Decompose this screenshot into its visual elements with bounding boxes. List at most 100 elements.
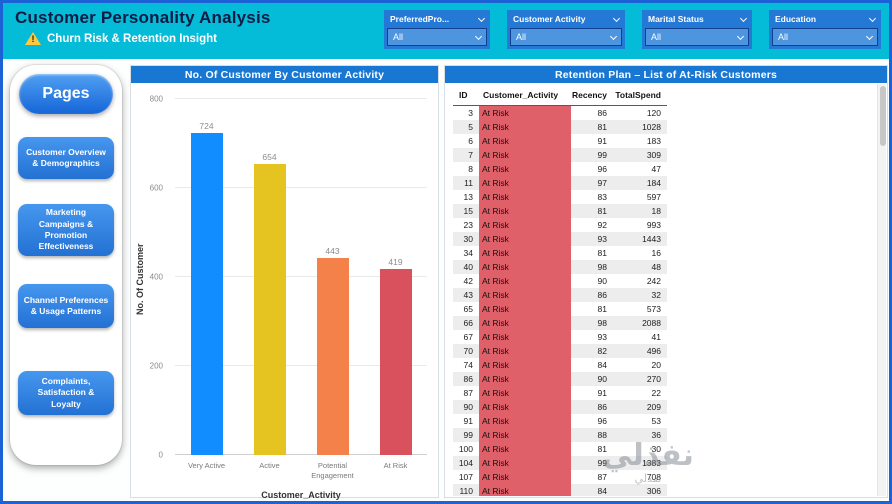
slicer-dropdown[interactable]: All xyxy=(510,28,622,46)
table-row[interactable]: 15 At Risk 81 18 xyxy=(453,204,667,218)
bar-active[interactable] xyxy=(253,163,286,455)
table-scrollbar[interactable] xyxy=(877,84,886,496)
column-header-id[interactable]: ID xyxy=(459,90,468,100)
cell-customer-activity: At Risk xyxy=(479,190,571,204)
table-header-row: ID Customer_Activity Recency TotalSpend xyxy=(453,89,667,106)
cell-totalspend: 496 xyxy=(646,346,661,356)
slicer-header[interactable]: Customer Activity xyxy=(510,12,622,28)
cell-totalspend: 30 xyxy=(651,444,661,454)
x-tick-label: Potential Engagement xyxy=(311,461,354,480)
table-row[interactable]: 23 At Risk 92 993 xyxy=(453,218,667,232)
sidebar-item-customer-overview[interactable]: Customer Overview & Demographics xyxy=(18,137,114,179)
slicer-header[interactable]: PreferredPro... xyxy=(387,12,487,28)
table-row[interactable]: 70 At Risk 82 496 xyxy=(453,344,667,358)
slicer-dropdown[interactable]: All xyxy=(387,28,487,46)
x-tick-label: Very Active xyxy=(187,461,226,470)
table-row[interactable]: 100 At Risk 81 30 xyxy=(453,442,667,456)
status-badge: At Risk xyxy=(479,414,571,428)
y-tick-label: 200 xyxy=(149,361,163,371)
table-row[interactable]: 104 At Risk 99 1383 xyxy=(453,456,667,470)
status-badge: At Risk xyxy=(479,106,571,120)
cell-recency: 84 xyxy=(597,486,607,496)
y-tick-label: 800 xyxy=(149,94,163,104)
chevron-down-icon xyxy=(612,14,621,22)
cell-customer-activity: At Risk xyxy=(479,456,571,470)
table-row[interactable]: 90 At Risk 86 209 xyxy=(453,400,667,414)
bar-group: 419 xyxy=(364,99,427,455)
table-row[interactable]: 42 At Risk 90 242 xyxy=(453,274,667,288)
x-axis: Very Active Active Potential Engagement At … xyxy=(175,461,427,481)
table-row[interactable]: 5 At Risk 81 1028 xyxy=(453,120,667,134)
cell-recency: 99 xyxy=(597,458,607,468)
table-row[interactable]: 34 At Risk 81 16 xyxy=(453,246,667,260)
cell-recency: 82 xyxy=(597,346,607,356)
slicer-label: Education xyxy=(775,14,817,24)
table-row[interactable]: 65 At Risk 81 573 xyxy=(453,302,667,316)
cell-recency: 92 xyxy=(597,220,607,230)
bar-very-active[interactable] xyxy=(190,132,223,455)
chevron-down-icon xyxy=(868,14,877,22)
table-row[interactable]: 91 At Risk 96 53 xyxy=(453,414,667,428)
table-row[interactable]: 6 At Risk 91 183 xyxy=(453,134,667,148)
column-header-totalspend[interactable]: TotalSpend xyxy=(615,90,661,100)
table-row[interactable]: 40 At Risk 98 48 xyxy=(453,260,667,274)
cell-customer-activity: At Risk xyxy=(479,302,571,316)
cell-customer-activity: At Risk xyxy=(479,442,571,456)
scrollbar-thumb[interactable] xyxy=(879,86,886,146)
slicer-dropdown[interactable]: All xyxy=(645,28,749,46)
cell-id: 70 xyxy=(463,346,473,356)
column-header-customer-activity[interactable]: Customer_Activity xyxy=(483,90,559,100)
sidebar-item-marketing-campaigns[interactable]: Marketing Campaigns & Promotion Effectiv… xyxy=(18,204,114,256)
bar-potential-engagement[interactable] xyxy=(316,257,349,455)
table-row[interactable]: 11 At Risk 97 184 xyxy=(453,176,667,190)
table-row[interactable]: 3 At Risk 86 120 xyxy=(453,106,667,120)
table-row[interactable]: 67 At Risk 93 41 xyxy=(453,330,667,344)
table-row[interactable]: 30 At Risk 93 1443 xyxy=(453,232,667,246)
table-row[interactable]: 74 At Risk 84 20 xyxy=(453,358,667,372)
chevron-down-icon xyxy=(865,32,874,40)
status-badge: At Risk xyxy=(479,372,571,386)
cell-totalspend: 1443 xyxy=(642,234,661,244)
slicer-label: PreferredPro... xyxy=(390,14,450,24)
chevron-down-icon xyxy=(609,32,618,40)
bar-value-label: 654 xyxy=(262,151,277,162)
x-tick-label: At Risk xyxy=(383,461,408,470)
cell-totalspend: 16 xyxy=(651,248,661,258)
status-badge: At Risk xyxy=(479,344,571,358)
table-row[interactable]: 86 At Risk 90 270 xyxy=(453,372,667,386)
cell-totalspend: 1028 xyxy=(642,122,661,132)
table-row[interactable]: 87 At Risk 91 22 xyxy=(453,386,667,400)
pages-button[interactable]: Pages xyxy=(19,74,113,114)
table-row[interactable]: 99 At Risk 88 36 xyxy=(453,428,667,442)
slicer-selected-value: All xyxy=(778,32,789,42)
slicer-header[interactable]: Education xyxy=(772,12,878,28)
status-badge: At Risk xyxy=(479,190,571,204)
table-row[interactable]: 110 At Risk 84 306 xyxy=(453,484,667,496)
bar-at-risk[interactable] xyxy=(379,268,412,455)
status-badge: At Risk xyxy=(479,218,571,232)
table-row[interactable]: 8 At Risk 96 47 xyxy=(453,162,667,176)
cell-id: 15 xyxy=(463,206,473,216)
status-badge: At Risk xyxy=(479,428,571,442)
table-row[interactable]: 43 At Risk 86 32 xyxy=(453,288,667,302)
cell-customer-activity: At Risk xyxy=(479,400,571,414)
cell-recency: 90 xyxy=(597,276,607,286)
gridline xyxy=(175,365,427,366)
slicer-dropdown[interactable]: All xyxy=(772,28,878,46)
column-header-recency[interactable]: Recency xyxy=(572,90,607,100)
table-row[interactable]: 107 At Risk 87 708 xyxy=(453,470,667,484)
sidebar-item-channel-preferences[interactable]: Channel Preferences & Usage Patterns xyxy=(18,284,114,328)
cell-id: 8 xyxy=(468,164,473,174)
cell-recency: 86 xyxy=(597,108,607,118)
table-row[interactable]: 66 At Risk 98 2088 xyxy=(453,316,667,330)
status-badge: At Risk xyxy=(479,442,571,456)
table-row[interactable]: 7 At Risk 99 309 xyxy=(453,148,667,162)
cell-totalspend: 2088 xyxy=(642,318,661,328)
cell-totalspend: 597 xyxy=(646,192,661,202)
header-titles: Customer Personality Analysis ! Churn Ri… xyxy=(15,8,271,45)
slicer-selected-value: All xyxy=(393,32,404,42)
sidebar-item-complaints-satisfaction[interactable]: Complaints, Satisfaction & Loyalty xyxy=(18,371,114,415)
slicer-header[interactable]: Marital Status xyxy=(645,12,749,28)
table-row[interactable]: 13 At Risk 83 597 xyxy=(453,190,667,204)
